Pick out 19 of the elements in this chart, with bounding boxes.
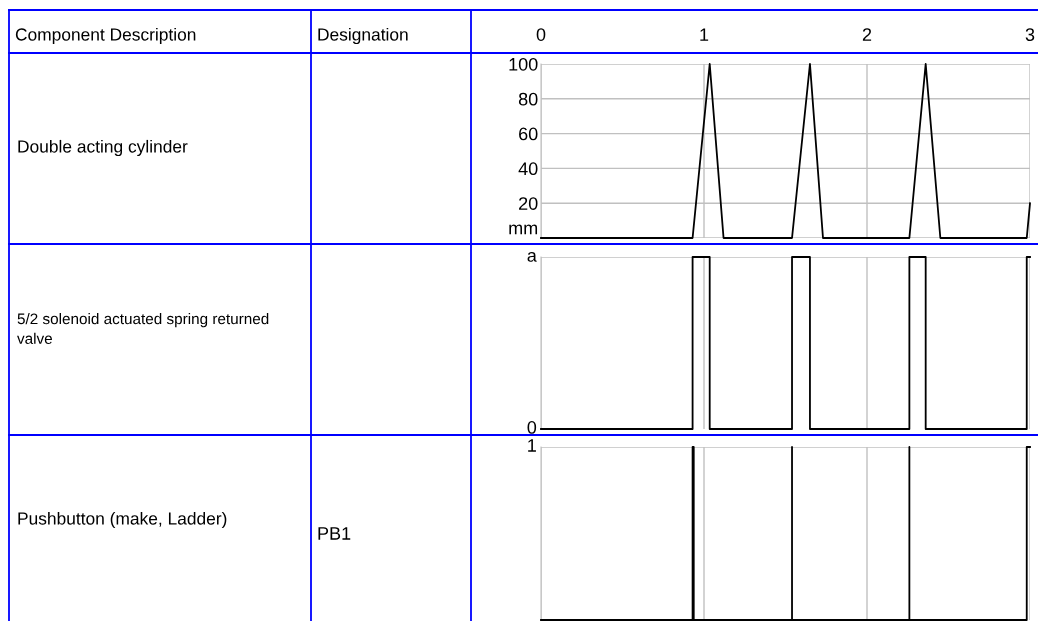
- text: PB1: [318, 527, 351, 540]
- y-tick-label: 20: [519, 197, 538, 210]
- x-tick-label: 2: [862, 28, 872, 41]
- text: 1: [528, 439, 536, 452]
- y-tick-label: 100: [509, 57, 538, 71]
- y-axis-title: Double acting cylinder: [18, 139, 188, 157]
- text: Component Description: [15, 27, 196, 45]
- x-tick-label: 1: [700, 28, 709, 41]
- y-tick-label: mm: [509, 224, 538, 235]
- y-tick-label: 40: [518, 162, 538, 176]
- text: Designation: [318, 27, 408, 45]
- y-axis-title: Pushbutton (make, Ladder): [18, 511, 227, 529]
- y-tick-label: 60: [519, 127, 538, 141]
- text: a: [527, 251, 537, 262]
- x-tick-label: 0: [536, 28, 546, 41]
- text: 0: [527, 421, 537, 434]
- y-tick-label: 80: [518, 92, 538, 106]
- y-axis-title: 5/2 solenoid actuated spring returned valve: [17, 312, 269, 344]
- x-tick-label: 3: [1025, 28, 1035, 41]
